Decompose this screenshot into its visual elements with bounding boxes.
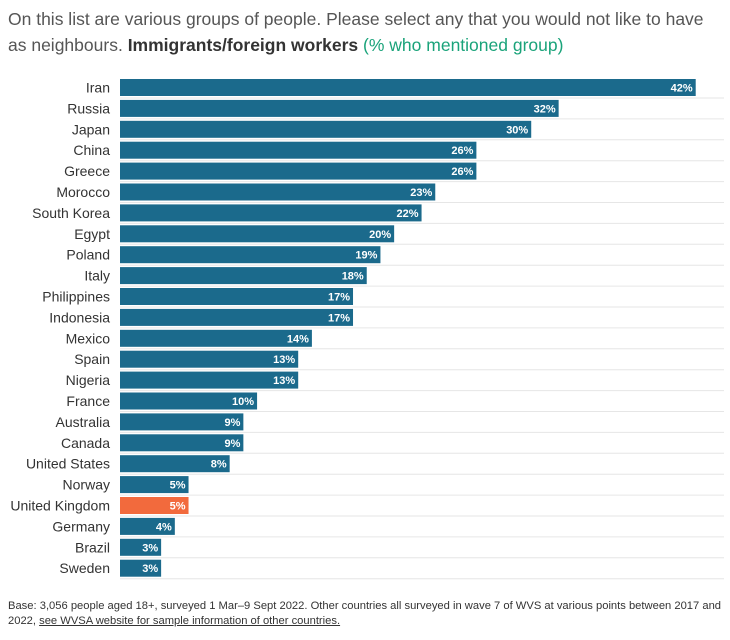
title-question: On this list are various groups of peopl…	[8, 9, 704, 55]
data-label: 10%	[232, 396, 254, 408]
footer-text: Base: 3,056 people aged 18+, surveyed 1 …	[8, 600, 722, 627]
bar	[120, 204, 422, 222]
data-label: 17%	[328, 312, 350, 324]
bar	[120, 476, 189, 494]
bar	[120, 434, 244, 452]
bar	[120, 517, 175, 535]
category-label: France	[66, 393, 110, 409]
bar	[120, 183, 436, 201]
category-label: Canada	[61, 435, 110, 451]
category-label: Norway	[63, 477, 110, 493]
wvsa-link[interactable]: see WVSA website for sample information …	[39, 615, 341, 627]
bar	[120, 99, 559, 117]
category-label: Germany	[52, 518, 110, 534]
chart-title: On this list are various groups of peopl…	[8, 6, 724, 58]
category-label: Morocco	[56, 184, 110, 200]
category-label: Spain	[74, 351, 110, 367]
bar	[120, 413, 244, 431]
bar	[120, 120, 532, 138]
data-label: 4%	[156, 521, 172, 533]
data-label: 9%	[224, 438, 240, 450]
category-label: Sweden	[59, 560, 110, 576]
category-label: Brazil	[75, 539, 110, 555]
category-label: Nigeria	[66, 372, 111, 388]
bar	[120, 371, 299, 389]
category-label: Indonesia	[49, 309, 110, 325]
category-label: Australia	[56, 414, 111, 430]
bar	[120, 329, 312, 347]
data-label: 20%	[369, 229, 391, 241]
bar	[120, 559, 162, 577]
category-label: China	[73, 142, 110, 158]
category-label: Greece	[64, 163, 110, 179]
category-label: Egypt	[74, 226, 110, 242]
bar	[120, 288, 354, 305]
data-label: 26%	[451, 145, 473, 157]
data-label: 5%	[170, 480, 186, 492]
category-label: United States	[26, 456, 110, 472]
bar	[120, 538, 162, 556]
category-label: South Korea	[32, 205, 110, 221]
bar	[120, 308, 354, 326]
bar	[120, 455, 230, 473]
category-label: United Kingdom	[10, 498, 110, 514]
data-label: 18%	[342, 271, 364, 283]
category-label: Poland	[66, 247, 110, 263]
category-label: Italy	[84, 268, 110, 284]
data-label: 5%	[170, 501, 186, 513]
footer-note: Base: 3,056 people aged 18+, surveyed 1 …	[8, 599, 724, 629]
category-label: Russia	[67, 100, 110, 116]
data-label: 8%	[211, 459, 227, 471]
bar	[120, 392, 258, 410]
bar-chart: Iran 42% Russia 32% Japan 30% China 26% Greece 26…	[10, 79, 724, 580]
bar	[120, 350, 299, 368]
data-label: 17%	[328, 292, 350, 304]
bar	[120, 162, 477, 180]
data-label: 32%	[534, 103, 556, 115]
data-label: 13%	[273, 375, 295, 387]
data-label: 22%	[397, 208, 419, 220]
data-label: 42%	[671, 83, 693, 95]
category-label: Japan	[72, 121, 110, 137]
category-label: Philippines	[42, 289, 110, 305]
data-label: 3%	[142, 563, 158, 575]
title-group: Immigrants/foreign workers	[127, 35, 359, 55]
bar	[120, 79, 696, 96]
data-label: 26%	[451, 166, 473, 178]
bar	[120, 267, 367, 285]
bar	[120, 225, 395, 243]
data-label: 3%	[142, 542, 158, 554]
data-label: 14%	[287, 333, 309, 345]
data-label: 30%	[506, 124, 528, 136]
data-label: 9%	[224, 417, 240, 429]
bar	[120, 141, 477, 159]
category-label: Mexico	[66, 330, 111, 346]
bar	[120, 497, 189, 514]
data-label: 23%	[410, 187, 432, 199]
data-label: 19%	[355, 250, 377, 262]
bar	[120, 246, 381, 264]
data-label: 13%	[273, 354, 295, 366]
title-note: (% who mentioned group)	[363, 35, 564, 55]
category-label: Iran	[86, 80, 110, 96]
